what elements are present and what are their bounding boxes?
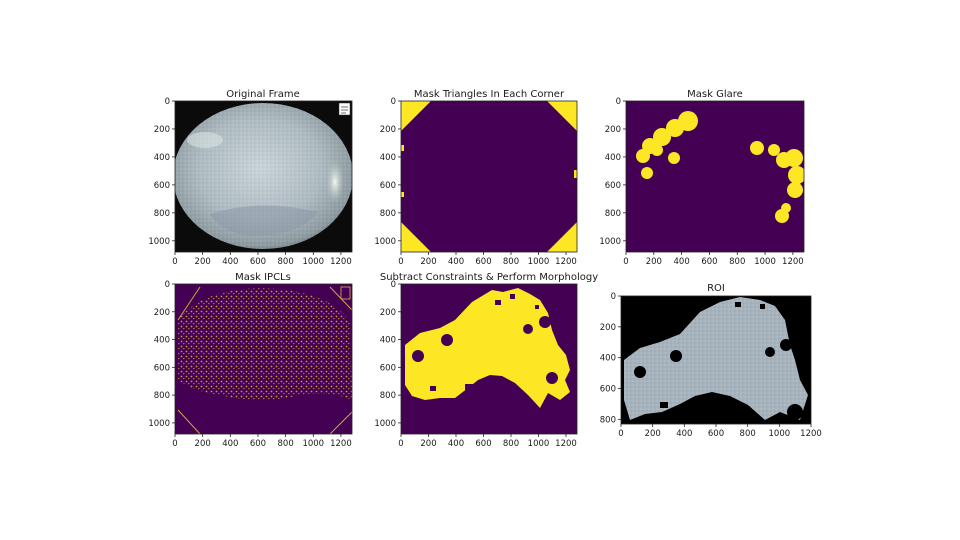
y-tick-label: 0 [616, 97, 621, 107]
x-tick-label: 1000 [528, 439, 550, 449]
image-corner-mask [401, 101, 577, 252]
y-tick-label: 400 [600, 354, 616, 364]
y-tick-label: 0 [391, 97, 396, 107]
y-tick-label: 400 [154, 336, 170, 346]
panel-roi: ROI 0 200 400 600 800 1000 1200 0 200 400 600 800 [600, 283, 822, 439]
x-tick-label: 200 [420, 257, 436, 267]
panel-title: Original Frame [226, 89, 299, 100]
y-tick-label: 200 [600, 323, 616, 333]
x-tick-label: 600 [708, 429, 724, 439]
y-tick-label: 1000 [148, 419, 170, 429]
y-tick-label: 200 [380, 308, 396, 318]
y-tick-label: 1000 [148, 237, 170, 247]
panel-title: ROI [707, 283, 725, 294]
x-tick-label: 0 [398, 439, 403, 449]
image-roi [621, 296, 811, 424]
y-tick-label: 0 [165, 280, 170, 290]
x-tick-label: 600 [475, 257, 491, 267]
y-tick-label: 800 [154, 209, 170, 219]
x-tick-label: 0 [623, 257, 628, 267]
panel-morphology: Subtract Constraints & Perform Morpholog… [374, 272, 598, 449]
image-ipcl-mask [175, 284, 352, 434]
panel-mask-ipcls: Mask IPCLs 0 200 400 600 800 1000 1200 0 200 400 6… [148, 272, 353, 449]
x-tick-label: 400 [448, 257, 464, 267]
panel-title: Subtract Constraints & Perform Morpholog… [380, 272, 598, 283]
x-tick-label: 400 [222, 257, 238, 267]
x-tick-label: 800 [503, 439, 519, 449]
x-tick-label: 200 [195, 439, 211, 449]
x-tick-label: 800 [740, 429, 756, 439]
y-tick-label: 600 [605, 181, 621, 191]
x-tick-label: 200 [645, 429, 661, 439]
x-tick-label: 200 [195, 257, 211, 267]
x-tick-label: 400 [676, 429, 692, 439]
panel-title: Mask Glare [687, 89, 743, 100]
y-tick-label: 400 [154, 153, 170, 163]
x-tick-label: 0 [398, 257, 403, 267]
x-tick-label: 800 [278, 257, 294, 267]
x-tick-label: 1000 [528, 257, 550, 267]
x-tick-label: 800 [729, 257, 745, 267]
x-tick-label: 1200 [782, 257, 804, 267]
y-tick-label: 600 [380, 363, 396, 373]
y-tick-label: 200 [154, 308, 170, 318]
x-tick-label: 0 [172, 257, 177, 267]
y-tick-label: 1000 [374, 419, 396, 429]
y-tick-label: 600 [154, 363, 170, 373]
x-tick-label: 800 [503, 257, 519, 267]
x-tick-label: 1200 [330, 257, 352, 267]
y-tick-label: 200 [605, 125, 621, 135]
image-glare-mask [626, 101, 804, 252]
y-tick-label: 800 [154, 391, 170, 401]
x-tick-label: 600 [250, 439, 266, 449]
y-tick-label: 0 [165, 97, 170, 107]
y-tick-label: 400 [605, 153, 621, 163]
x-tick-label: 1200 [555, 257, 577, 267]
panel-mask-glare: Mask Glare 0 200 4 [599, 89, 805, 267]
x-tick-label: 600 [475, 439, 491, 449]
x-tick-label: 800 [278, 439, 294, 449]
x-tick-label: 400 [674, 257, 690, 267]
y-tick-label: 0 [391, 280, 396, 290]
y-tick-label: 400 [380, 153, 396, 163]
x-tick-label: 200 [420, 439, 436, 449]
y-tick-label: 600 [600, 385, 616, 395]
x-tick-label: 400 [222, 439, 238, 449]
x-tick-label: 1000 [769, 429, 791, 439]
y-tick-label: 800 [600, 415, 616, 425]
x-tick-label: 400 [448, 439, 464, 449]
y-tick-label: 800 [380, 209, 396, 219]
x-tick-label: 1000 [302, 439, 324, 449]
panel-title: Mask IPCLs [235, 272, 291, 283]
y-tick-label: 200 [154, 125, 170, 135]
image-morphology-mask [401, 284, 577, 434]
x-tick-label: 1200 [555, 439, 577, 449]
x-tick-label: 1200 [800, 429, 822, 439]
panel-original-frame: Original Frame 0 200 400 600 800 1000 1200 0 200… [148, 89, 353, 267]
y-tick-label: 800 [605, 209, 621, 219]
y-tick-label: 1000 [374, 237, 396, 247]
y-tick-label: 400 [380, 336, 396, 346]
x-tick-label: 600 [701, 257, 717, 267]
y-tick-label: 0 [611, 292, 616, 302]
x-tick-label: 600 [250, 257, 266, 267]
y-tick-label: 800 [380, 391, 396, 401]
x-tick-label: 200 [646, 257, 662, 267]
image-original-frame [175, 101, 352, 252]
x-tick-label: 1000 [302, 257, 324, 267]
y-tick-label: 600 [154, 181, 170, 191]
x-tick-label: 1000 [754, 257, 776, 267]
x-tick-label: 1200 [330, 439, 352, 449]
x-tick-label: 0 [618, 429, 623, 439]
y-tick-label: 1000 [599, 237, 621, 247]
panel-title: Mask Triangles In Each Corner [414, 89, 565, 100]
y-tick-label: 600 [380, 181, 396, 191]
y-tick-label: 200 [380, 125, 396, 135]
x-tick-label: 0 [172, 439, 177, 449]
panel-mask-triangles: Mask Triangles In Each Corner 0 200 400 600… [374, 89, 578, 267]
